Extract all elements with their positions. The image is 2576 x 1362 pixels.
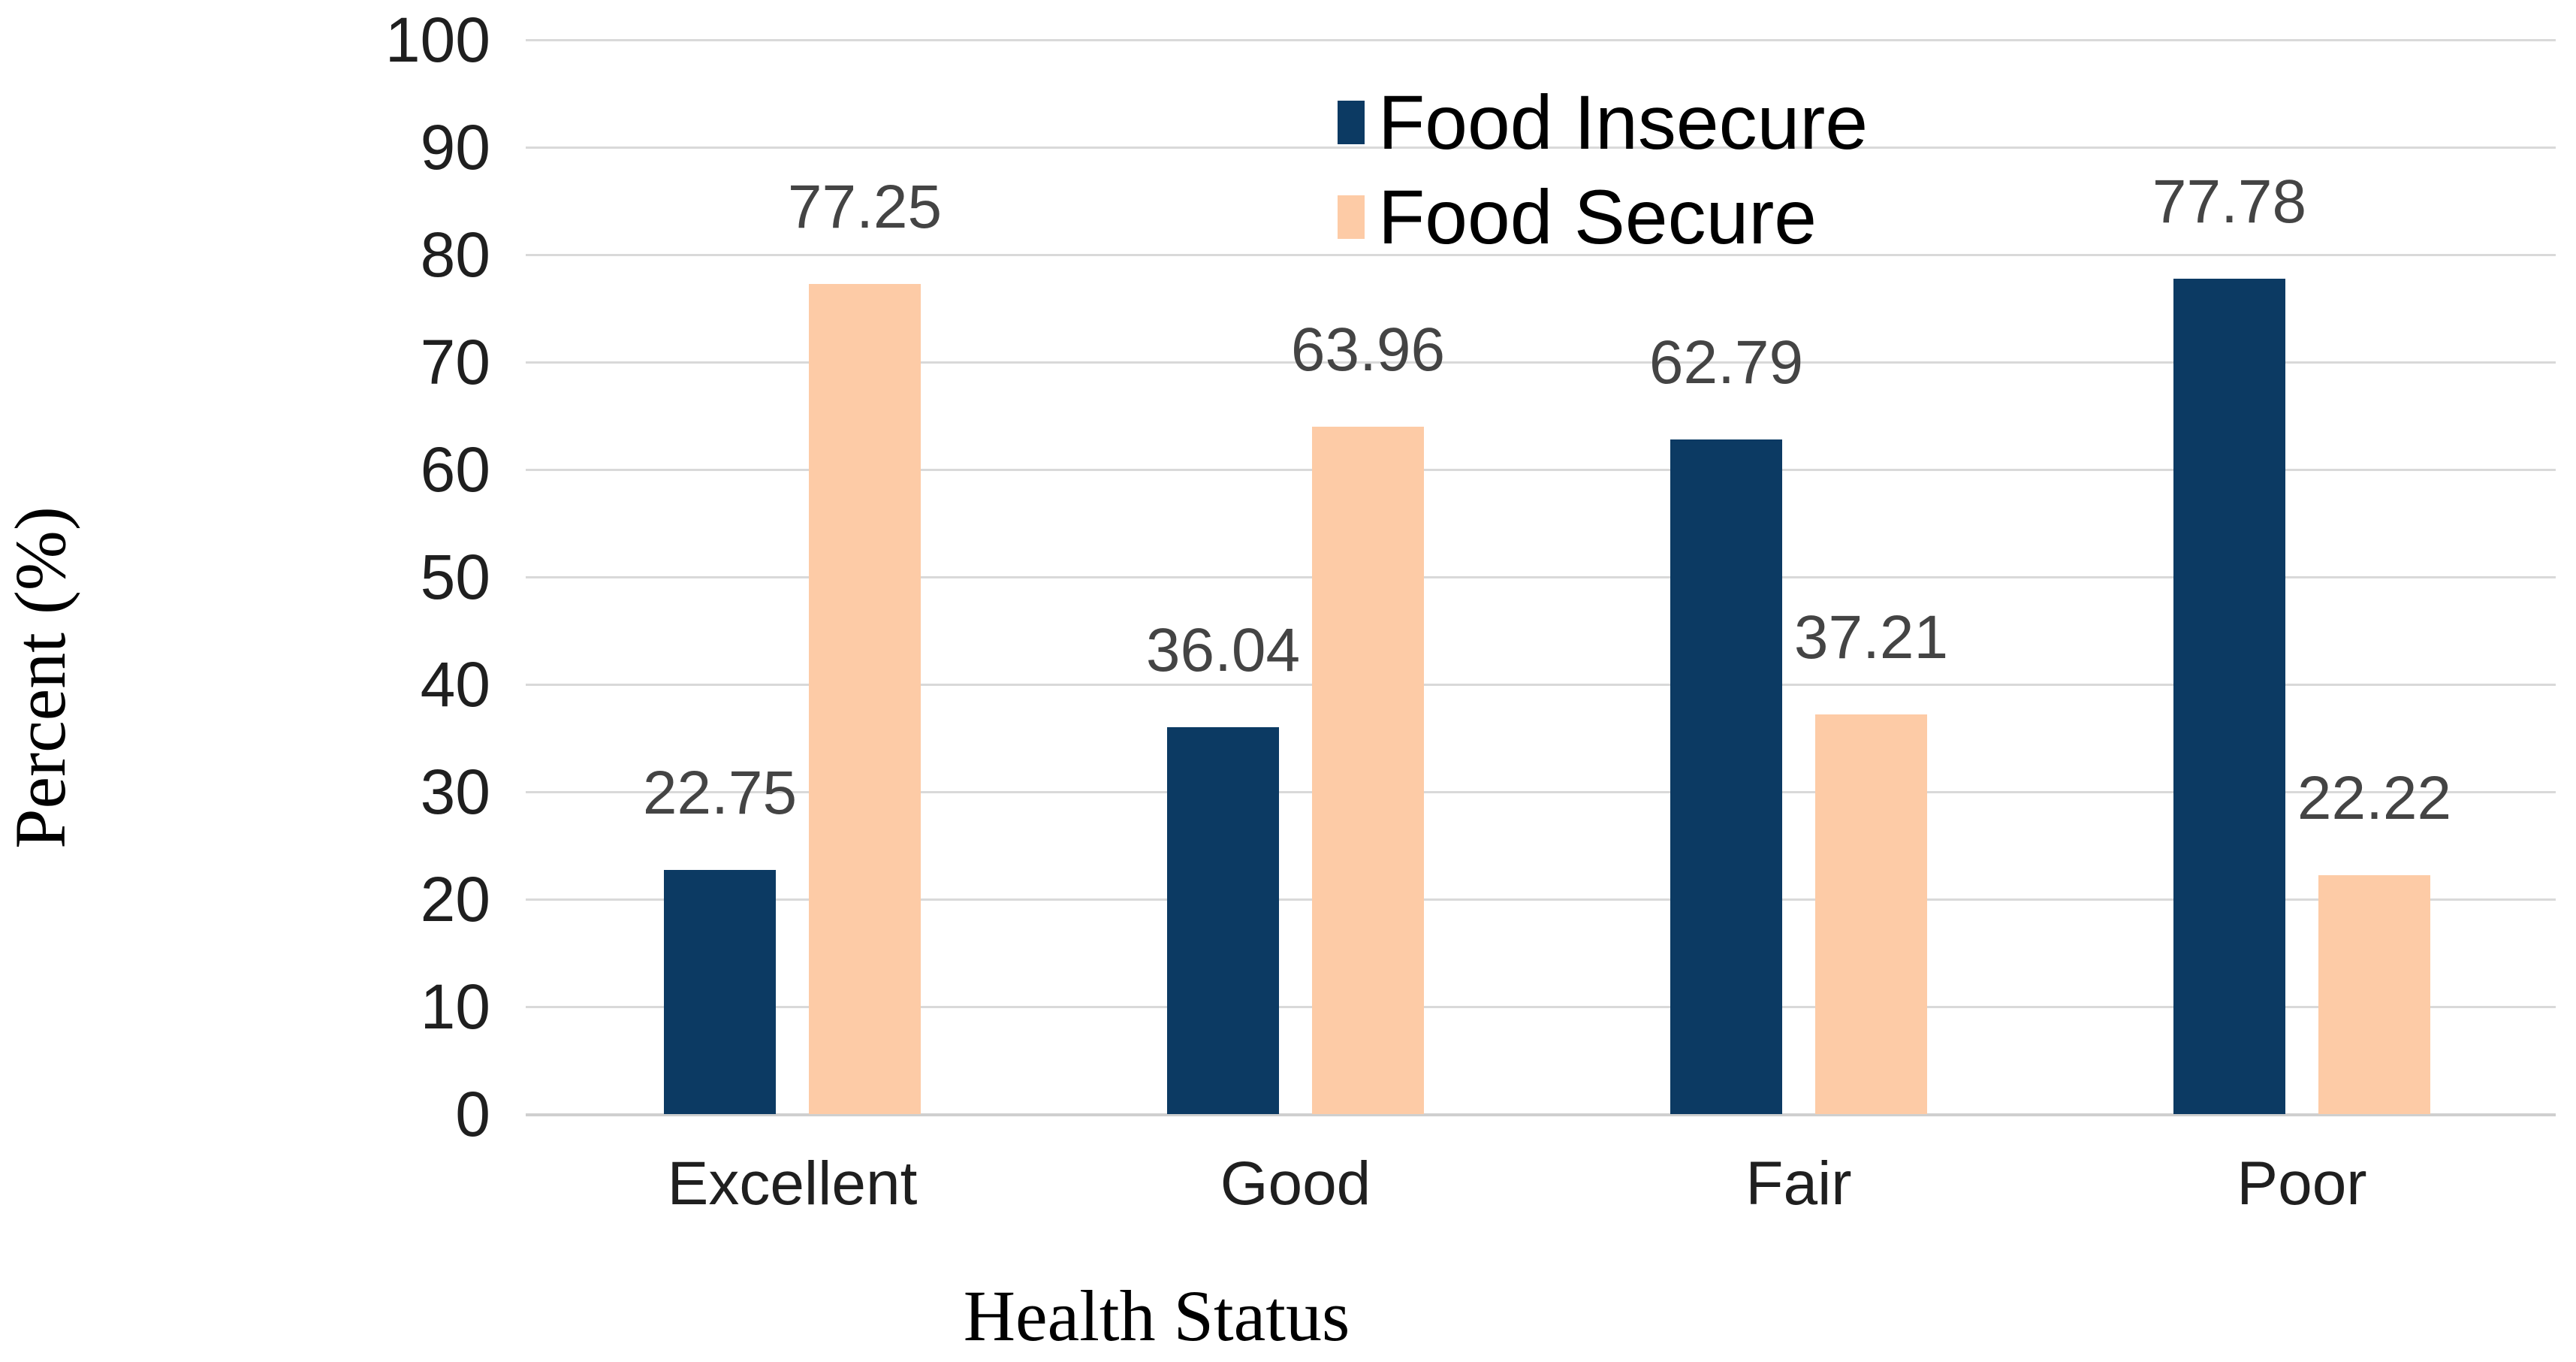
y-tick-label: 0 (455, 1079, 490, 1149)
data-label-food-insecure-good: 36.04 (1145, 615, 1301, 684)
bar-food-insecure-fair (1670, 439, 1782, 1114)
y-tick-label: 20 (420, 864, 490, 935)
data-label-food-insecure-poor: 77.78 (2152, 167, 2307, 236)
data-label-food-secure-excellent: 77.25 (787, 173, 943, 242)
x-category-label-poor: Poor (2237, 1149, 2367, 1218)
y-tick-label: 80 (420, 219, 490, 290)
data-label-food-insecure-excellent: 22.75 (642, 758, 798, 827)
y-axis-title: Percent (%) (0, 506, 80, 849)
y-gridline (526, 575, 2556, 578)
x-category-label-excellent: Excellent (667, 1149, 918, 1218)
x-category-label-good: Good (1220, 1149, 1371, 1218)
legend-item-food-insecure: Food Insecure (1338, 75, 1868, 170)
bar-food-secure-fair (1815, 714, 1927, 1114)
x-axis-line (526, 1113, 2556, 1116)
y-gridline (526, 146, 2556, 149)
y-gridline (526, 253, 2556, 256)
data-label-food-secure-poor: 22.22 (2297, 764, 2452, 833)
chart-legend: Food Insecure Food Secure (1338, 75, 1868, 264)
y-gridline (526, 1005, 2556, 1008)
x-axis-title: Health Status (963, 1276, 1350, 1356)
bar-food-secure-poor (2318, 875, 2430, 1114)
y-tick-label: 50 (420, 542, 490, 612)
bar-food-insecure-good (1167, 726, 1279, 1114)
y-tick-label: 30 (420, 756, 490, 827)
legend-swatch-icon (1338, 101, 1365, 144)
legend-label: Food Secure (1378, 174, 1817, 260)
y-gridline (526, 468, 2556, 471)
data-label-food-secure-fair: 37.21 (1793, 602, 1949, 672)
y-tick-label: 60 (420, 434, 490, 505)
bar-food-insecure-excellent (664, 869, 776, 1114)
y-tick-label: 100 (385, 5, 490, 75)
legend-label: Food Insecure (1378, 79, 1869, 165)
y-gridline (526, 361, 2556, 364)
bar-food-secure-excellent (809, 284, 921, 1114)
bar-food-insecure-poor (2173, 278, 2285, 1114)
y-tick-label: 70 (420, 327, 490, 397)
y-gridline (526, 790, 2556, 793)
y-gridline (526, 683, 2556, 686)
y-gridline (526, 898, 2556, 901)
data-label-food-secure-good: 63.96 (1290, 316, 1446, 385)
y-tick-label: 40 (420, 649, 490, 720)
bar-food-secure-good (1312, 427, 1424, 1114)
legend-item-food-secure: Food Secure (1338, 170, 1868, 264)
y-tick-label: 90 (420, 112, 490, 183)
y-gridline (526, 38, 2556, 41)
x-category-label-fair: Fair (1745, 1149, 1852, 1218)
data-label-food-insecure-fair: 62.79 (1648, 328, 1804, 397)
legend-swatch-icon (1338, 195, 1365, 239)
y-tick-label: 10 (420, 971, 490, 1042)
